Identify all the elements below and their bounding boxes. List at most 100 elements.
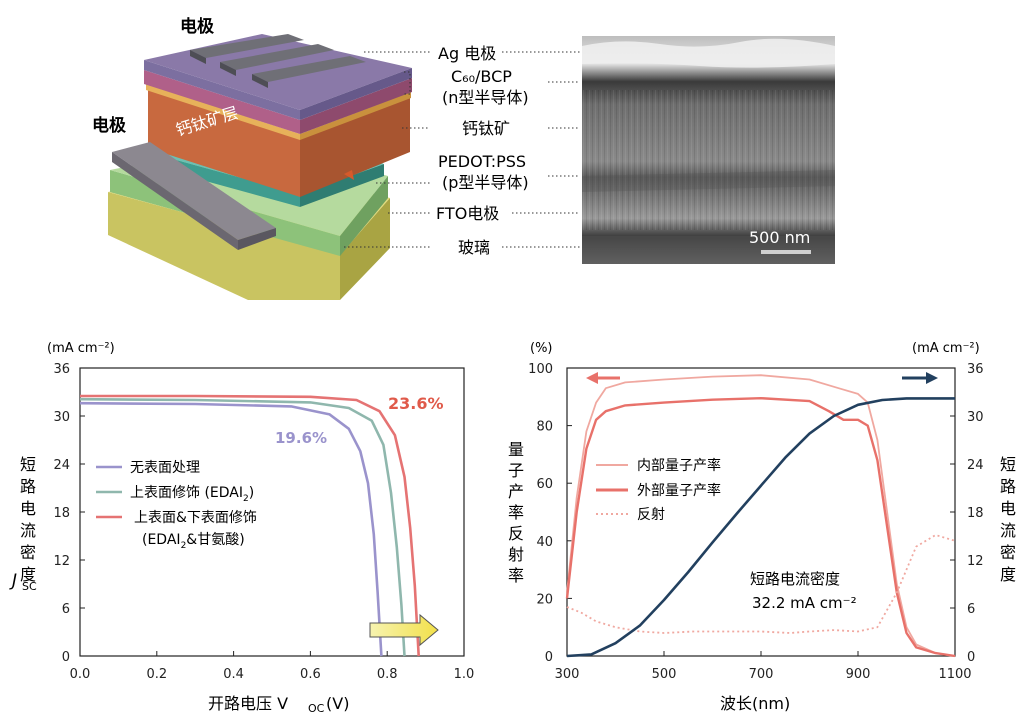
eqe-ylabel-right-char-0: 短: [1000, 455, 1016, 474]
svg-text:上表面修饰 (EDAI2): 上表面修饰 (EDAI2): [130, 485, 254, 504]
jv-ylabel-char-0: 短: [20, 455, 36, 474]
eqe-ylabel-right-char-2: 电: [1000, 499, 1016, 518]
layer-label-perovskite: 钙钛矿: [462, 119, 510, 138]
electrode-top-label: 电极: [180, 16, 214, 37]
jv-xtick-label: 0.4: [223, 667, 244, 682]
jv-ylabel-char-3: 流: [20, 521, 36, 540]
jv-legend-label-1-suffix: ): [249, 485, 254, 501]
jv-xtick-label: 0.8: [377, 667, 398, 682]
eqe-ytick-left-label: 80: [536, 420, 553, 435]
eqe-ytick-left-label: 0: [545, 650, 553, 665]
eqe-ytick-left-label: 20: [536, 592, 553, 607]
sem-scale-label: 500 nm: [749, 228, 810, 247]
electrode-left-label: 电极: [92, 115, 126, 136]
layer-label-c60: C₆₀/BCP: [451, 67, 512, 86]
jv-annotation-23-6: 23.6%: [388, 394, 444, 413]
left-electrode-bar: [112, 142, 276, 240]
eqe-ytick-right-label: 12: [967, 554, 984, 569]
eqe-xlabel: 波长(nm): [720, 694, 790, 713]
eqe-ylabel-right: 短路电流密度: [1000, 455, 1016, 584]
eqe-xtick-label: 900: [846, 667, 871, 682]
jv-legend-label-2b: (EDAI: [142, 532, 181, 548]
eqe-ylabel-right-char-5: 度: [1000, 565, 1016, 584]
jv-series: [79, 394, 420, 657]
eqe-xtick-label: 300: [555, 667, 580, 682]
jv-legend-label-2: 上表面&下表面修饰: [134, 510, 257, 526]
eqe-ytick-right-label: 30: [967, 410, 984, 425]
eqe-ytick-right-label: 0: [967, 650, 975, 665]
jv-ytick-label: 30: [53, 410, 70, 425]
jv-ylabel-symbol: J: [9, 571, 17, 591]
eqe-series-line-3: [566, 397, 955, 658]
eqe-ytick-right-label: 18: [967, 506, 984, 521]
eqe-xtick-label: 700: [749, 667, 774, 682]
glass-layer: [108, 192, 340, 300]
jv-ytick-label: 18: [53, 506, 70, 521]
jv-legend: 无表面处理 上表面修饰 (EDAI2) 上表面&下表面修饰 (EDAI2&甘氨酸…: [96, 460, 257, 551]
eqe-unit-right: (mA cm⁻²): [912, 341, 980, 356]
eqe-series-line-1: [565, 397, 956, 658]
layer-label-pedot-sub: (p型半导体): [442, 173, 529, 192]
eqe-plot-frame: [566, 367, 956, 657]
jv-xlabel: 开路电压 V: [208, 694, 288, 713]
jv-xtick-label: 0.2: [146, 667, 167, 682]
jv-chart: 0.0 0.2 0.4 0.6 0.8 1.0 0 6 12 18 24 30 36 (mA cm⁻²)…: [9, 341, 474, 715]
svg-text:(EDAI2&甘氨酸): (EDAI2&甘氨酸): [142, 532, 245, 551]
eqe-ytick-right-label: 36: [967, 362, 984, 377]
jv-ytick-label: 36: [53, 362, 70, 377]
jv-ylabel-char-4: 密: [20, 543, 36, 562]
jv-xtick-label: 0.6: [300, 667, 321, 682]
layer-label-fto: FTO电极: [436, 204, 499, 223]
jv-ylabel-sub: SC: [22, 580, 37, 593]
jv-ytick-label: 24: [53, 458, 70, 473]
eqe-ytick-left-label: 40: [536, 535, 553, 550]
eqe-ylabel-left-char-1: 子: [508, 461, 524, 480]
layer-label-pedot: PEDOT:PSS: [438, 152, 526, 171]
jv-series-line-1: [79, 397, 406, 657]
eqe-ylabel-left-char-5: 射: [508, 545, 524, 564]
eqe-series: [565, 374, 956, 658]
eqe-ylabel-right-char-4: 密: [1000, 543, 1016, 562]
eqe-ylabel-left-char-0: 量: [508, 440, 524, 459]
jv-ylabel: 短路电流密度: [20, 455, 36, 584]
voc-improvement-arrow: [369, 613, 439, 647]
top-electrode-bars: [190, 34, 366, 88]
jsc-annotation-label: 短路电流密度: [750, 570, 840, 588]
jv-xlabel-sub: OC: [308, 702, 325, 715]
jv-ticks: 0.0 0.2 0.4 0.6 0.8 1.0 0 6 12 18 24 30 36: [53, 362, 474, 682]
eqe-series-line-0: [566, 374, 956, 657]
c60-layer: [144, 70, 300, 134]
eqe-legend-label-2: 反射: [637, 507, 665, 523]
jv-legend-label-2b-sub: 2: [181, 541, 187, 551]
eqe-ylabel-right-char-3: 流: [1000, 521, 1016, 540]
left-axis-arrow: [586, 372, 620, 384]
jv-series-line-0: [79, 401, 383, 657]
eqe-ytick-left-label: 60: [536, 477, 553, 492]
jv-legend-label-2b-suffix: &甘氨酸): [186, 532, 244, 548]
eqe-ylabel-left-char-4: 反: [508, 524, 524, 543]
eqe-ticks: 300 500 700 900 1100 0 20 40 60 80 100 0 6 12 18 24 30 36: [528, 362, 983, 682]
eqe-ylabel-left-char-6: 率: [508, 566, 524, 585]
eqe-legend-label-0: 内部量子产率: [637, 457, 721, 474]
jsc-annotation-value: 32.2 mA cm⁻²: [752, 594, 857, 612]
eqe-ytick-right-label: 6: [967, 602, 975, 617]
jv-ylabel-char-2: 电: [20, 499, 36, 518]
eqe-xtick-label: 500: [652, 667, 677, 682]
jv-ylabel-char-5: 度: [20, 565, 36, 584]
sem-scale-bar: [761, 250, 811, 254]
eqe-ytick-right-label: 24: [967, 458, 984, 473]
eqe-ylabel-left-char-2: 产: [508, 482, 524, 501]
device-schematic: 电极 电极 钙钛矿层 Ag 电极 C₆₀/BCP (n型半导体) 钙钛矿 PED…: [92, 16, 580, 300]
jv-xtick-label: 0.0: [70, 667, 91, 682]
jv-xlabel-unit: (V): [326, 694, 349, 713]
sem-image: 500 nm: [582, 36, 835, 264]
eqe-unit-left: (%): [530, 341, 553, 356]
jv-ytick-label: 12: [53, 554, 70, 569]
jv-legend-label-0: 无表面处理: [130, 460, 200, 476]
eqe-ylabel-left-char-3: 率: [508, 503, 524, 522]
eqe-xtick-label: 1100: [938, 667, 971, 682]
jv-legend-label-1-sub: 2: [243, 494, 249, 504]
jv-ytick-label: 0: [62, 650, 70, 665]
